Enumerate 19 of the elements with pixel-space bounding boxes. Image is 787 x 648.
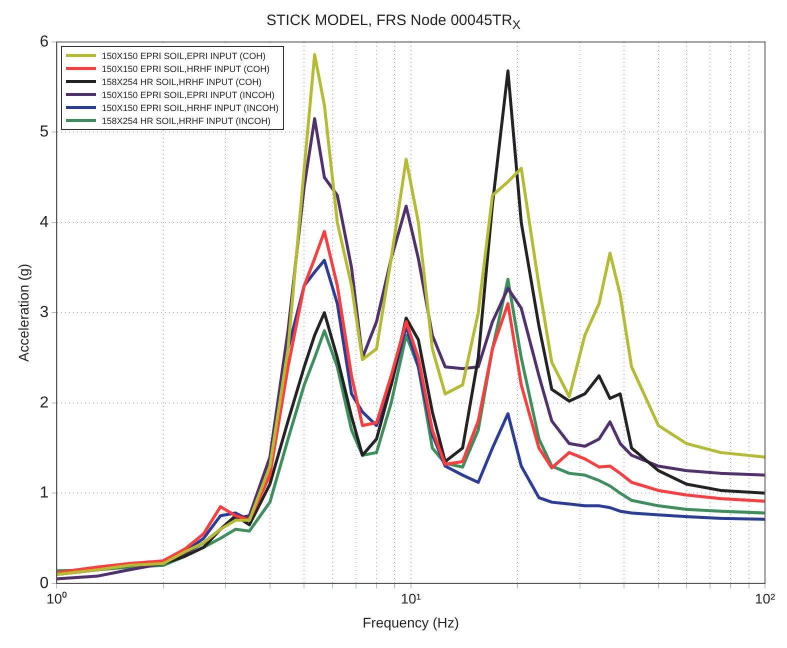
- legend-label: 150X150 EPRI SOIL,EPRI INPUT (COH): [102, 50, 266, 60]
- y-tick-label: 3: [40, 304, 49, 322]
- y-tick-label: 1: [40, 484, 49, 502]
- y-axis-title: Acceleration (g): [15, 264, 32, 362]
- x-axis-title: Frequency (Hz): [362, 614, 460, 630]
- legend-label: 150X150 EPRI SOIL,HRHF INPUT (INCOH): [102, 102, 279, 112]
- x-tick-label: 10⁰: [46, 590, 67, 607]
- legend-label: 150X150 EPRI SOIL,HRHF INPUT (COH): [102, 64, 270, 74]
- y-tick-label: 6: [40, 33, 49, 50]
- legend-label: 158X254 HR SOIL,HRHF INPUT (COH): [102, 76, 262, 86]
- chart-title: STICK MODEL, FRS Node 00045TR$_{X}$: [265, 12, 522, 32]
- legend-label: 158X254 HR SOIL,HRHF INPUT (INCOH): [102, 116, 271, 126]
- y-tick-label: 4: [40, 214, 49, 231]
- x-tick-label: 10¹: [400, 590, 422, 607]
- x-tick-label: 10²: [754, 590, 776, 607]
- y-tick-label: 2: [40, 394, 49, 412]
- y-tick-label: 5: [40, 124, 49, 141]
- y-tick-label: 0: [40, 574, 49, 592]
- legend-label: 150X150 EPRI SOIL,EPRI INPUT (INCOH): [102, 90, 275, 100]
